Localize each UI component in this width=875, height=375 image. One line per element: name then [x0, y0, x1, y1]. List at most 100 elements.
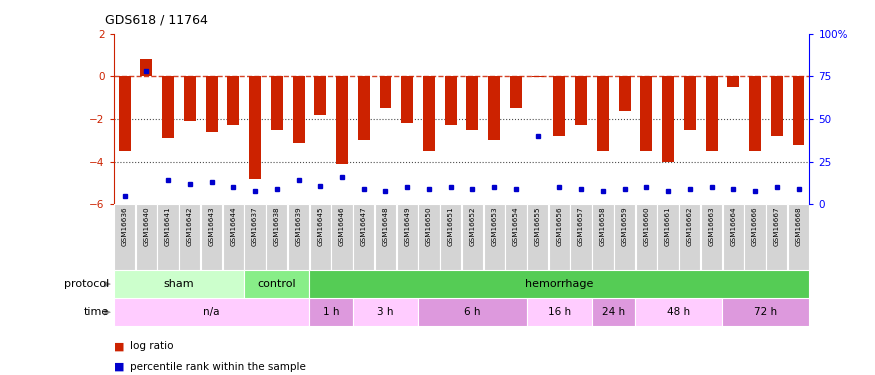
Bar [749, 76, 761, 151]
Text: GSM16650: GSM16650 [426, 206, 432, 246]
Bar [484, 204, 505, 270]
Text: GSM16658: GSM16658 [600, 206, 605, 246]
Bar [705, 76, 717, 151]
Bar [336, 76, 348, 164]
Bar [354, 204, 374, 270]
Text: 24 h: 24 h [602, 307, 626, 317]
Bar [222, 204, 244, 270]
Bar [619, 76, 631, 111]
Bar [505, 204, 527, 270]
Text: 48 h: 48 h [668, 307, 690, 317]
Text: GSM16637: GSM16637 [252, 206, 258, 246]
Bar [684, 76, 696, 130]
Bar [793, 76, 804, 145]
Bar [380, 76, 391, 108]
Text: GSM16668: GSM16668 [795, 206, 802, 246]
Text: log ratio: log ratio [130, 341, 173, 351]
Bar [119, 76, 130, 151]
Bar [640, 76, 653, 151]
Bar [136, 204, 157, 270]
Bar [614, 204, 635, 270]
Bar [771, 76, 783, 136]
Text: GSM16649: GSM16649 [404, 206, 410, 246]
Bar [244, 204, 266, 270]
Bar [423, 76, 435, 151]
Text: GSM16661: GSM16661 [665, 206, 671, 246]
Text: GSM16652: GSM16652 [469, 206, 475, 246]
Bar [549, 204, 570, 270]
Bar [114, 298, 310, 326]
Bar [723, 298, 809, 326]
Bar [575, 76, 587, 126]
Text: GSM16662: GSM16662 [687, 206, 693, 246]
Text: time: time [84, 307, 109, 317]
Bar [462, 204, 483, 270]
Bar [310, 270, 809, 298]
Text: GSM16646: GSM16646 [339, 206, 345, 246]
Text: ■: ■ [114, 362, 124, 372]
Bar [466, 76, 479, 130]
Bar [266, 204, 288, 270]
Bar [745, 204, 766, 270]
Text: GDS618 / 11764: GDS618 / 11764 [105, 13, 208, 26]
Bar [701, 204, 722, 270]
Bar [374, 204, 396, 270]
Bar [353, 298, 418, 326]
Bar [553, 76, 565, 136]
Bar [727, 76, 739, 87]
Bar [270, 76, 283, 130]
Bar [592, 298, 635, 326]
Text: 1 h: 1 h [323, 307, 340, 317]
Text: GSM16659: GSM16659 [621, 206, 627, 246]
Bar [162, 76, 174, 138]
Text: GSM16640: GSM16640 [144, 206, 150, 246]
Text: GSM16647: GSM16647 [360, 206, 367, 246]
Text: GSM16648: GSM16648 [382, 206, 388, 246]
Bar [228, 76, 239, 126]
Bar [114, 270, 244, 298]
Bar [723, 204, 744, 270]
Text: GSM16656: GSM16656 [556, 206, 563, 246]
Bar [140, 59, 152, 76]
Text: GSM16663: GSM16663 [709, 206, 715, 246]
Text: GSM16639: GSM16639 [296, 206, 302, 246]
Bar [292, 76, 304, 142]
Text: sham: sham [164, 279, 194, 289]
Bar [249, 76, 261, 179]
Bar [510, 76, 522, 108]
Bar [332, 204, 353, 270]
Text: 3 h: 3 h [377, 307, 394, 317]
Text: 6 h: 6 h [464, 307, 480, 317]
Text: GSM16654: GSM16654 [513, 206, 519, 246]
Bar [310, 298, 353, 326]
Text: 72 h: 72 h [754, 307, 778, 317]
Bar [201, 204, 222, 270]
Text: protocol: protocol [64, 279, 109, 289]
Bar [488, 76, 500, 140]
Bar [440, 204, 461, 270]
Bar [766, 204, 788, 270]
Bar [310, 204, 331, 270]
Text: GSM16651: GSM16651 [448, 206, 454, 246]
Text: ■: ■ [114, 341, 124, 351]
Bar [657, 204, 679, 270]
Text: GSM16636: GSM16636 [122, 206, 128, 246]
Bar [288, 204, 309, 270]
Bar [444, 76, 457, 126]
Bar [206, 76, 218, 132]
Text: GSM16657: GSM16657 [578, 206, 584, 246]
Text: GSM16644: GSM16644 [230, 206, 236, 246]
Text: GSM16642: GSM16642 [187, 206, 192, 246]
Bar [314, 76, 326, 115]
Bar [418, 298, 527, 326]
Text: 16 h: 16 h [548, 307, 571, 317]
Bar [158, 204, 178, 270]
Text: n/a: n/a [203, 307, 220, 317]
Bar [179, 204, 200, 270]
Bar [597, 76, 609, 151]
Bar [679, 204, 701, 270]
Bar [402, 76, 413, 123]
Bar [788, 204, 809, 270]
Bar [592, 204, 613, 270]
Text: GSM16643: GSM16643 [208, 206, 214, 246]
